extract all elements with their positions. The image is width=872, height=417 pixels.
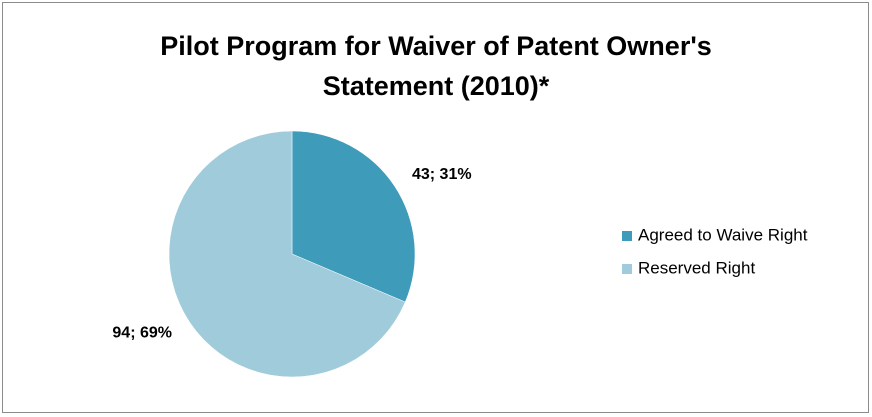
pie-slice — [168, 130, 406, 378]
legend-swatch — [622, 264, 632, 274]
pie-slice — [291, 130, 416, 303]
data-label: 94; 69% — [112, 325, 172, 342]
chart-title: Pilot Program for Waiver of Patent Owner… — [160, 31, 712, 101]
chart-border — [2, 2, 869, 413]
legend-label: Agreed to Waive Right — [638, 225, 808, 244]
data-label: 43; 31% — [412, 166, 472, 183]
legend-label: Reserved Right — [638, 258, 755, 277]
legend-swatch — [622, 231, 632, 241]
